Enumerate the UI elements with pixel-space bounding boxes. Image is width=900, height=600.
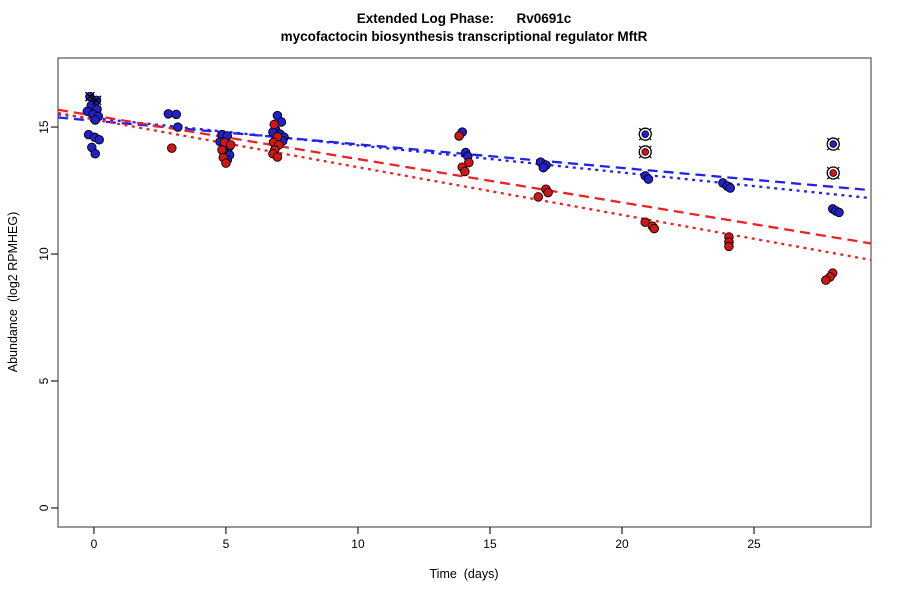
y-tick-label: 5 — [37, 377, 51, 384]
outlier-point — [829, 169, 838, 177]
data-point-condition-blue — [163, 109, 174, 119]
data-point-condition-blue — [725, 183, 736, 193]
chart-subtitle: mycofactocin biosynthesis transcriptiona… — [281, 29, 648, 44]
data-point-condition-red — [649, 223, 659, 234]
data-point-condition-red — [543, 187, 553, 198]
y-tick-label: 10 — [37, 247, 51, 261]
x-flag-mark — [91, 95, 102, 106]
outlier-point — [829, 140, 838, 148]
chart-title: Extended Log Phase: Rv0691c — [357, 11, 572, 26]
data-point-condition-red — [821, 275, 831, 285]
data-point-condition-blue — [834, 207, 844, 218]
data-point-condition-red — [167, 143, 177, 153]
outlier-point — [641, 130, 650, 138]
data-point-condition-red — [269, 119, 280, 130]
data-point-condition-blue — [538, 162, 549, 173]
data-point-condition-blue — [90, 148, 100, 159]
data-point-condition-red — [225, 140, 236, 150]
x-tick-label: 25 — [747, 537, 761, 551]
x-tick-label: 10 — [351, 537, 365, 551]
data-point-condition-red — [217, 145, 227, 155]
data-point-condition-red — [724, 241, 734, 252]
data-point-condition-red — [272, 152, 283, 162]
points-layer — [82, 91, 844, 285]
fit-line-red-dotted — [57, 111, 872, 262]
data-point-condition-red — [464, 157, 474, 168]
fit-line-blue-dotted — [57, 113, 872, 200]
x-tick-label: 15 — [483, 537, 497, 551]
data-point-condition-blue — [90, 115, 100, 125]
data-point-condition-blue — [173, 122, 183, 132]
data-point-condition-blue — [643, 174, 654, 184]
data-point-condition-red — [454, 131, 464, 141]
outlier-point — [641, 148, 650, 156]
outlier-markers-layer — [84, 91, 840, 180]
fit-line-red-longdash — [57, 108, 872, 245]
y-tick-label: 0 — [37, 504, 51, 511]
x-axis-label: Time (days) — [430, 567, 499, 581]
x-flag-mark — [84, 91, 95, 102]
x-tick-label: 5 — [223, 537, 230, 551]
x-tick-label: 20 — [615, 537, 629, 551]
data-point-condition-red — [533, 192, 544, 202]
x-tick-label: 0 — [91, 537, 98, 551]
axes-layer: 0 5 10 15 20 25 0 5 10 15 — [37, 57, 872, 551]
data-point-condition-blue — [171, 109, 182, 120]
y-tick-label: 15 — [37, 120, 51, 134]
data-point-condition-blue — [94, 135, 104, 145]
data-point-condition-red — [221, 158, 231, 168]
y-axis-label: Abundance (log2 RPMHEG) — [6, 212, 20, 373]
data-point-condition-red — [460, 166, 470, 177]
plot-box — [57, 57, 872, 528]
